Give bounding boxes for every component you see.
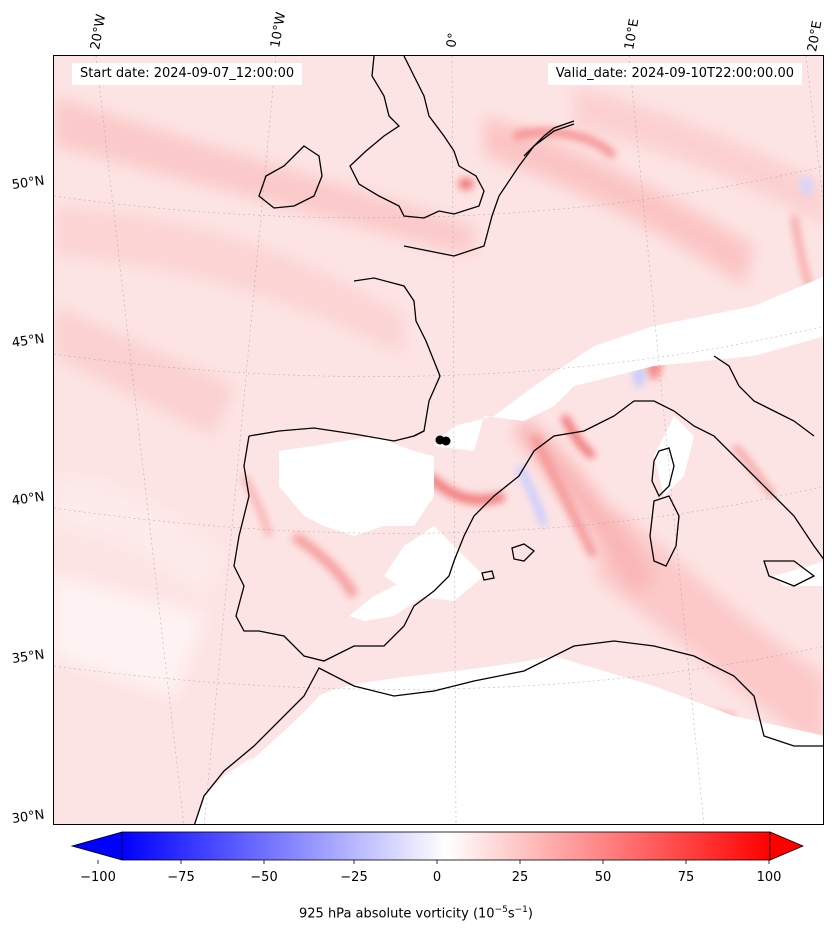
colorbar-tick-label: 25	[511, 870, 529, 885]
colorbar-tick-label: 75	[677, 870, 695, 885]
lon-label-20w: 20°W	[88, 13, 110, 52]
colorbar-ticks	[97, 860, 770, 864]
lat-label-45n: 45°N	[10, 331, 46, 351]
colorbar	[70, 831, 805, 864]
lat-label-35n: 35°N	[10, 647, 46, 667]
valid-date-label: Valid_date: 2024-09-10T22:00:00.00	[547, 63, 802, 85]
masked-regions	[194, 276, 823, 824]
colorbar-tick-label: −50	[250, 870, 278, 885]
lon-label-10e: 10°E	[622, 17, 643, 52]
map-canvas	[54, 56, 823, 824]
colorbar-tick-label: −25	[340, 870, 368, 885]
colorbar-extend-min	[70, 831, 123, 861]
start-date-label: Start date: 2024-09-07_12:00:00	[72, 63, 303, 85]
lat-label-50n: 50°N	[10, 173, 46, 193]
graticule	[54, 56, 823, 824]
lat-label-30n: 30°N	[10, 807, 46, 827]
location-marker	[435, 435, 451, 446]
colorbar-tick-label: −100	[80, 870, 116, 885]
colorbar-extend-max	[769, 831, 805, 861]
lon-label-0: 0°	[444, 31, 462, 49]
colorbar-tick-label: 100	[756, 870, 782, 885]
coastlines	[193, 56, 823, 824]
colorbar-tick-label: 0	[432, 870, 442, 885]
lat-label-40n: 40°N	[10, 489, 46, 509]
field-smooth-bands	[54, 86, 823, 755]
colorbar-tick-label: 50	[594, 870, 612, 885]
lon-label-20e: 20°E	[805, 19, 826, 54]
colorbar-body	[121, 831, 771, 861]
vorticity-map	[53, 55, 824, 825]
colorbar-title: 925 hPa absolute vorticity (10−5s−1)	[299, 905, 533, 922]
colorbar-tick-label: −75	[167, 870, 195, 885]
lon-label-10w: 10°W	[268, 11, 290, 50]
